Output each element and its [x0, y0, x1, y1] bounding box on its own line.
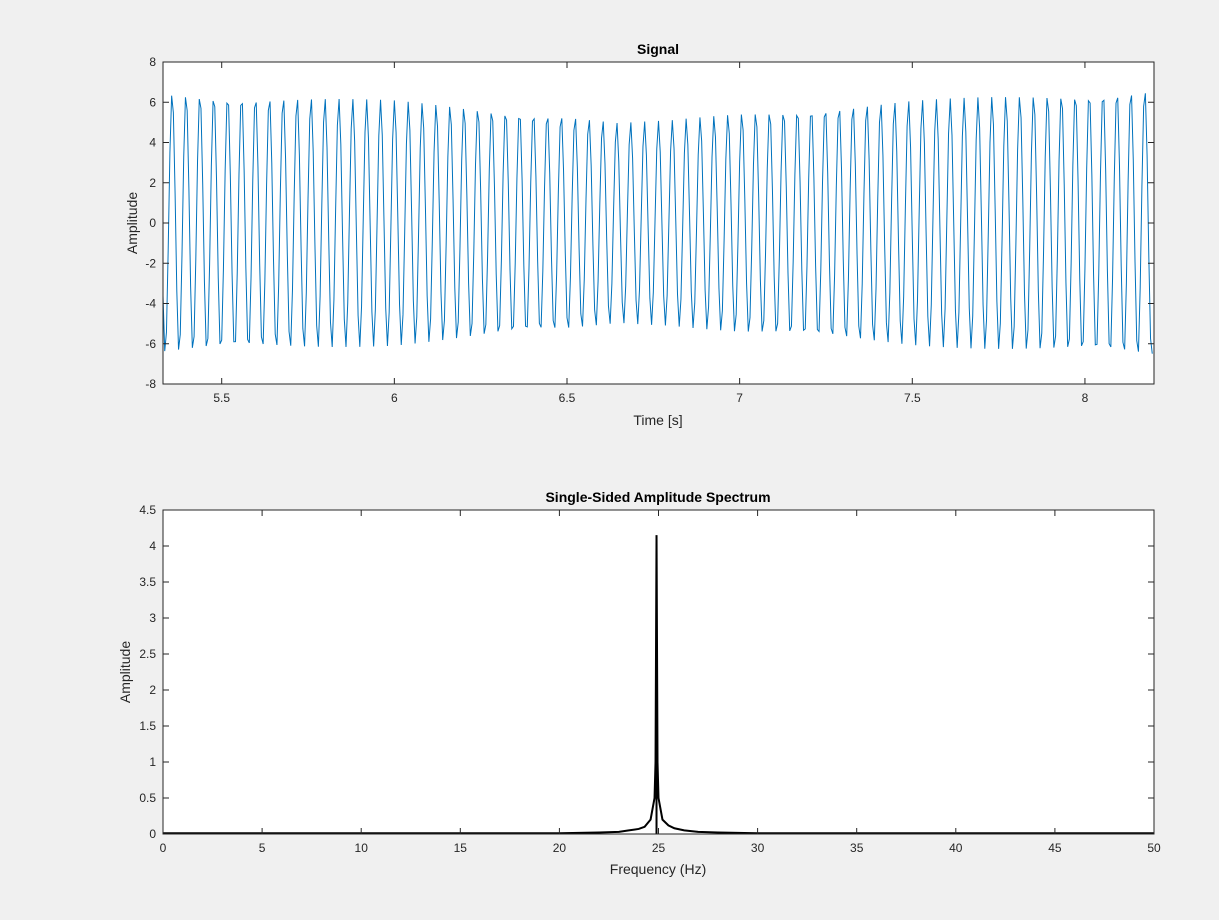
- spectrum-xtick-label: 35: [850, 841, 864, 855]
- spectrum-xtick-label: 10: [355, 841, 369, 855]
- spectrum-plot-area: [163, 535, 1154, 834]
- spectrum-ytick-label: 0: [149, 827, 156, 841]
- signal-ytick-label: -6: [145, 337, 156, 351]
- signal-ticks: 5.5 6 6.5 7 7.5 8 -8 -6 -4 -2 0 2 4 6 8: [145, 55, 1154, 405]
- signal-plot-area: [163, 93, 1153, 354]
- signal-ytick-label: -4: [145, 297, 156, 311]
- signal-xtick-label: 8: [1082, 391, 1089, 405]
- spectrum-xtick-label: 45: [1048, 841, 1062, 855]
- signal-ytick-label: 8: [149, 55, 156, 69]
- signal-xtick-label: 5.5: [213, 391, 230, 405]
- spectrum-ytick-label: 4: [149, 539, 156, 553]
- signal-xtick-label: 7.5: [904, 391, 921, 405]
- signal-ytick-label: 4: [149, 136, 156, 150]
- spectrum-ytick-label: 1.5: [139, 719, 156, 733]
- spectrum-ylabel: Amplitude: [117, 641, 133, 703]
- spectrum-ytick-label: 3.5: [139, 575, 156, 589]
- spectrum-xtick-label: 40: [949, 841, 963, 855]
- signal-ylabel: Amplitude: [124, 192, 140, 254]
- spectrum-xtick-label: 50: [1147, 841, 1161, 855]
- spectrum-xlabel: Frequency (Hz): [610, 861, 706, 877]
- spectrum-ytick-label: 4.5: [139, 503, 156, 517]
- spectrum-ytick-label: 2.5: [139, 647, 156, 661]
- signal-xtick-label: 6: [391, 391, 398, 405]
- spectrum-ytick-label: 1: [149, 755, 156, 769]
- signal-ytick-label: 0: [149, 216, 156, 230]
- spectrum-ytick-label: 3: [149, 611, 156, 625]
- signal-ytick-label: 2: [149, 176, 156, 190]
- signal-ytick-label: -8: [145, 377, 156, 391]
- spectrum-xtick-label: 25: [652, 841, 666, 855]
- spectrum-xtick-label: 30: [751, 841, 765, 855]
- spectrum-xtick-label: 20: [553, 841, 567, 855]
- spectrum-xtick-label: 0: [160, 841, 167, 855]
- signal-series-line: [163, 93, 1153, 354]
- signal-xtick-label: 7: [736, 391, 743, 405]
- spectrum-ticks: 0 5 10 15 20 25 30 35 40 45 50 0 0.5 1 1.5 2 2.5 3 3.5 4 4.5: [139, 503, 1161, 855]
- spectrum-axes[interactable]: 0 5 10 15 20 25 30 35 40 45 50 0 0.5 1 1.5 2 2.5 3 3.5 4 4.5…: [117, 489, 1161, 877]
- spectrum-xtick-label: 5: [259, 841, 266, 855]
- spectrum-ytick-label: 0.5: [139, 791, 156, 805]
- signal-xtick-label: 6.5: [559, 391, 576, 405]
- signal-xlabel: Time [s]: [633, 412, 682, 428]
- spectrum-title: Single-Sided Amplitude Spectrum: [545, 489, 770, 505]
- signal-ytick-label: 6: [149, 95, 156, 109]
- signal-axes[interactable]: 5.5 6 6.5 7 7.5 8 -8 -6 -4 -2 0 2 4 6 8 Signal Time [s…: [124, 41, 1155, 428]
- signal-ytick-label: -2: [145, 256, 156, 270]
- spectrum-ytick-label: 2: [149, 683, 156, 697]
- signal-title: Signal: [637, 41, 679, 57]
- spectrum-xtick-label: 15: [454, 841, 468, 855]
